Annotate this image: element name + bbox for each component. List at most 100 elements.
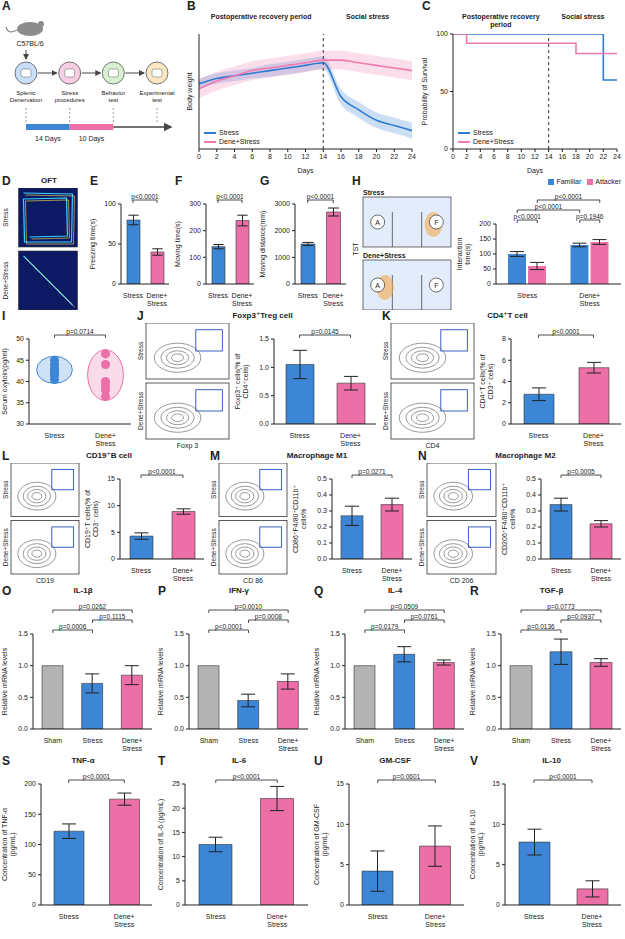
svg-text:Relative mRNA levels: Relative mRNA levels [313, 647, 320, 715]
svg-text:0.4: 0.4 [526, 491, 536, 498]
svg-text:Dene+Stress: Dene+Stress [173, 567, 194, 582]
svg-text:Dene+Stress: Dene+Stress [267, 913, 288, 928]
svg-text:p=0.0145: p=0.0145 [311, 328, 339, 336]
svg-text:0: 0 [444, 145, 448, 152]
svg-text:Dene+Stress: Dene+Stress [591, 737, 612, 752]
svg-text:100: 100 [104, 200, 116, 207]
svg-text:1.0: 1.0 [18, 662, 28, 669]
svg-text:p<0.0001: p<0.0001 [233, 773, 261, 781]
svg-text:0: 0 [32, 901, 36, 908]
svg-text:0.5: 0.5 [18, 694, 28, 701]
svg-text:Dene+Stress: Dene+Stress [583, 432, 604, 447]
svg-text:Stress: Stress [418, 480, 425, 499]
svg-text:p<0.0001: p<0.0001 [307, 193, 335, 201]
svg-text:Dene+Stress: Dene+Stress [95, 432, 116, 447]
svg-text:10: 10 [492, 821, 500, 828]
svg-text:150: 150 [479, 235, 491, 242]
svg-text:0.5: 0.5 [526, 475, 536, 482]
svg-text:10: 10 [336, 821, 344, 828]
svg-text:Concentration of IL-10(pg/mL): Concentration of IL-10(pg/mL) [469, 810, 485, 879]
svg-text:300: 300 [189, 200, 201, 207]
svg-text:p<0.0001: p<0.0001 [535, 203, 563, 211]
svg-text:Sham: Sham [44, 737, 62, 744]
svg-text:1000: 1000 [274, 254, 290, 261]
svg-text:0.0: 0.0 [317, 555, 327, 562]
svg-text:F: F [434, 219, 438, 226]
svg-text:Stress: Stress [395, 737, 415, 744]
svg-text:0: 0 [487, 280, 491, 287]
svg-text:200: 200 [479, 220, 491, 227]
svg-text:p=0.0262: p=0.0262 [79, 603, 107, 611]
svg-text:1.5: 1.5 [330, 630, 340, 637]
svg-text:2000: 2000 [274, 227, 290, 234]
svg-text:p=0.0008: p=0.0008 [255, 613, 283, 621]
svg-text:20: 20 [172, 805, 180, 812]
svg-text:0.0: 0.0 [18, 725, 28, 732]
svg-text:150: 150 [24, 811, 36, 818]
svg-text:Stress: Stress [131, 567, 151, 574]
svg-text:15: 15 [107, 475, 115, 482]
svg-text:Days: Days [298, 167, 314, 175]
svg-text:CD19: CD19 [36, 577, 54, 584]
svg-text:0.5: 0.5 [259, 392, 269, 399]
svg-text:Dene+Stress: Dene+Stress [2, 528, 9, 567]
svg-text:Dene+Stress: Dene+Stress [434, 737, 455, 752]
svg-text:p=0.0179: p=0.0179 [371, 623, 399, 631]
svg-text:A: A [375, 282, 380, 289]
svg-text:4: 4 [502, 378, 506, 385]
svg-text:0.2: 0.2 [526, 523, 536, 530]
svg-text:30: 30 [16, 420, 24, 427]
svg-text:1.5: 1.5 [486, 630, 496, 637]
svg-text:p=0.1946: p=0.1946 [576, 213, 604, 221]
svg-text:p=0.0761: p=0.0761 [411, 613, 439, 621]
svg-text:Stress: Stress [298, 292, 318, 299]
svg-text:Stress: Stress [524, 913, 544, 920]
svg-text:Concentration of GM-CSF(pg/mL): Concentration of GM-CSF(pg/mL) [313, 804, 329, 885]
svg-text:0: 0 [451, 153, 455, 160]
svg-text:Stress: Stress [137, 341, 144, 360]
svg-text:Stress: Stress [551, 737, 571, 744]
svg-text:22: 22 [390, 153, 398, 160]
svg-text:SplenicDenervation: SplenicDenervation [10, 90, 42, 103]
svg-text:p=0.0006: p=0.0006 [59, 623, 87, 631]
svg-text:100: 100 [436, 30, 448, 37]
svg-text:Freezing time(s): Freezing time(s) [89, 219, 97, 270]
svg-text:F: F [434, 282, 438, 289]
svg-text:0.5: 0.5 [486, 694, 496, 701]
svg-text:Concentration of TNF-α(pg/mL): Concentration of TNF-α(pg/mL) [1, 808, 17, 881]
svg-text:Stress: Stress [382, 341, 389, 360]
svg-text:Dene+Stress: Dene+Stress [418, 528, 425, 567]
svg-text:Dene+Stress: Dene+Stress [323, 292, 344, 307]
svg-text:6: 6 [502, 357, 506, 364]
svg-text:Dene+Stress: Dene+Stress [114, 913, 135, 928]
svg-text:CD4⁺T cells(% ofCD3⁺ cells): CD4⁺T cells(% ofCD3⁺ cells) [479, 354, 495, 408]
svg-text:0.3: 0.3 [526, 507, 536, 514]
svg-text:10 Days: 10 Days [79, 135, 105, 143]
svg-text:50: 50 [16, 335, 24, 342]
svg-text:p=0.1115: p=0.1115 [99, 613, 126, 621]
svg-text:p<0.0001: p<0.0001 [215, 623, 243, 631]
svg-text:5: 5 [111, 529, 115, 536]
svg-text:16: 16 [337, 153, 345, 160]
svg-text:Dene+Stress: Dene+Stress [579, 292, 600, 307]
svg-text:Body weight: Body weight [186, 72, 194, 110]
svg-text:Moving distance(mm): Moving distance(mm) [259, 211, 267, 278]
svg-text:0: 0 [502, 420, 506, 427]
svg-text:p=0.0937: p=0.0937 [567, 613, 595, 621]
svg-text:CD 86: CD 86 [243, 577, 263, 584]
svg-text:16: 16 [558, 153, 566, 160]
svg-text:Dene+Stress: Dene+Stress [232, 292, 253, 307]
svg-text:1.0: 1.0 [486, 662, 496, 669]
svg-text:100: 100 [189, 254, 201, 261]
svg-text:Dene+Stress: Dene+Stress [122, 737, 143, 752]
svg-text:p=0.0271: p=0.0271 [358, 468, 386, 476]
svg-text:Interactiontime(s): Interactiontime(s) [456, 238, 472, 271]
svg-text:0.0: 0.0 [330, 725, 340, 732]
svg-text:Relative mRNA levels: Relative mRNA levels [157, 647, 164, 715]
svg-text:Sham: Sham [200, 737, 218, 744]
svg-text:0.3: 0.3 [317, 507, 327, 514]
svg-text:5: 5 [496, 861, 500, 868]
svg-text:1.0: 1.0 [174, 662, 184, 669]
svg-text:p=0.0005: p=0.0005 [567, 468, 595, 476]
svg-text:p<0.0001: p<0.0001 [148, 468, 176, 476]
